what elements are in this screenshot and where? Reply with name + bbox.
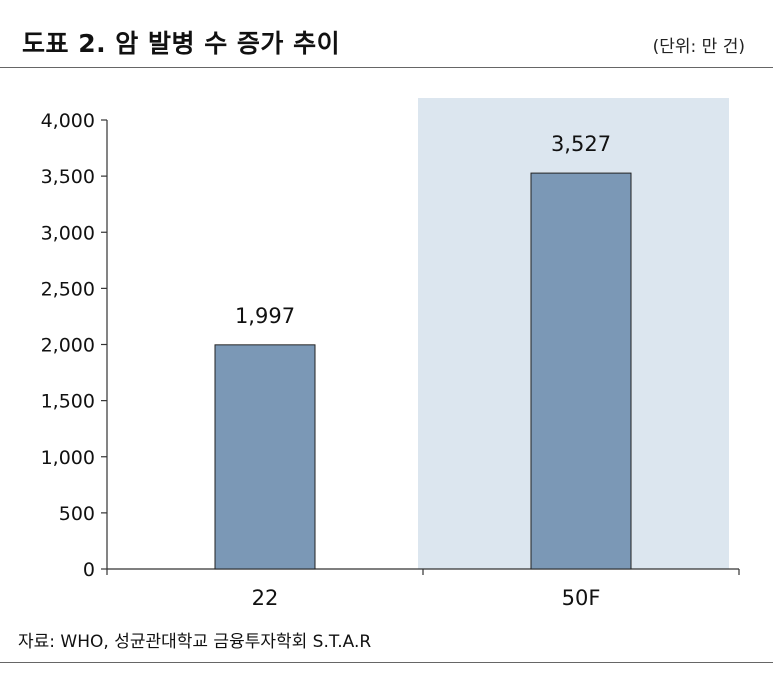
y-tick-label: 2,500: [41, 278, 95, 300]
bottom-divider: [0, 662, 773, 663]
bar-50F: [530, 172, 632, 570]
y-tick-label: 1,500: [41, 391, 95, 413]
y-tick-label: 0: [83, 559, 95, 581]
x-tick-label-22: 22: [252, 586, 279, 610]
y-tick-label: 1,000: [41, 447, 95, 469]
y-tick-label: 4,000: [41, 110, 95, 132]
y-tick-label: 3,500: [41, 166, 95, 188]
data-label-50F: 3,527: [551, 132, 611, 156]
y-tick-label: 3,000: [41, 222, 95, 244]
chart-title: 도표 2. 암 발병 수 증가 추이: [22, 29, 341, 58]
data-label-22: 1,997: [235, 304, 295, 328]
y-tick-label: 500: [59, 503, 95, 525]
source-note: 자료: WHO, 성균관대학교 금융투자학회 S.T.A.R: [18, 632, 372, 652]
y-tick-label: 2,000: [41, 335, 95, 357]
top-divider: [0, 67, 773, 68]
x-tick-label-50F: 50F: [562, 586, 601, 610]
bar-22: [214, 344, 316, 570]
unit-label: (단위: 만 건): [652, 37, 745, 57]
